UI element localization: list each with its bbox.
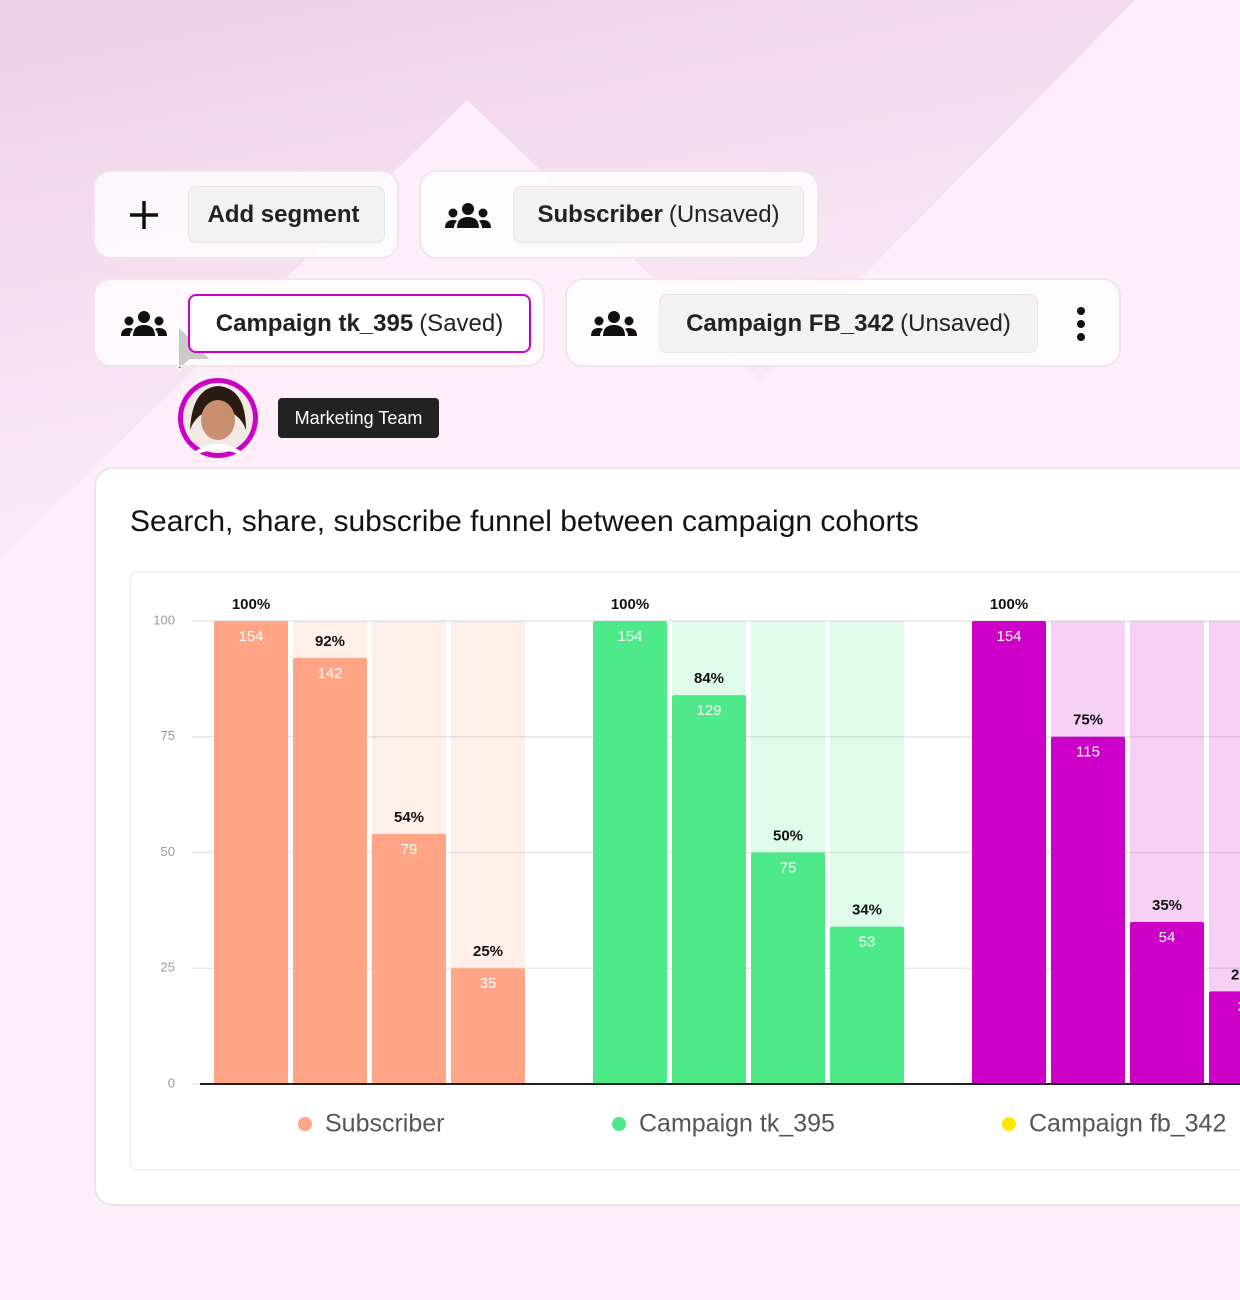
- segment-name: Campaign FB_342: [686, 309, 895, 337]
- people-icon: [119, 310, 169, 338]
- percent-label: 75%: [1073, 712, 1103, 729]
- bar: [214, 621, 288, 1084]
- count-label: 154: [996, 628, 1021, 645]
- bar: [293, 658, 367, 1084]
- button-label: Add segment: [207, 200, 360, 228]
- legend-label: Campaign tk_395: [639, 1110, 835, 1138]
- bar: [1130, 921, 1204, 1084]
- count-label: 154: [238, 628, 263, 645]
- percent-label: 25%: [473, 943, 503, 960]
- legend-dot: [1002, 1117, 1016, 1131]
- segment-status: (Unsaved): [668, 200, 780, 228]
- bar: [1209, 991, 1240, 1084]
- count-label: 142: [317, 665, 342, 682]
- segment-status: (Saved): [419, 309, 504, 337]
- people-icon: [443, 202, 493, 230]
- bar: [830, 926, 904, 1084]
- y-tick-label: 100: [153, 612, 175, 627]
- bar: [751, 852, 825, 1084]
- y-tick-label: 0: [168, 1075, 175, 1090]
- count-label: 115: [1076, 744, 1100, 761]
- avatar: [178, 378, 258, 458]
- percent-label: 100%: [611, 596, 649, 613]
- bar: [593, 621, 667, 1084]
- percent-label: 54%: [394, 809, 424, 826]
- count-label: 54: [1159, 929, 1176, 946]
- tooltip: Marketing Team: [278, 398, 439, 438]
- percent-label: 20%: [1231, 966, 1240, 983]
- count-label: 31: [1238, 998, 1240, 1015]
- count-label: 35: [480, 975, 497, 992]
- segment-chip[interactable]: Campaign FB_342 (Unsaved): [565, 278, 1121, 367]
- add-segment-button[interactable]: Add segment: [188, 186, 385, 243]
- segment-chip[interactable]: Subscriber (Unsaved): [419, 170, 819, 259]
- segment-button[interactable]: Subscriber (Unsaved): [513, 186, 804, 243]
- percent-label: 50%: [773, 827, 803, 844]
- bar: [372, 833, 446, 1084]
- percent-label: 35%: [1152, 897, 1182, 914]
- segment-chip[interactable]: Campaign tk_395 (Saved): [93, 278, 545, 367]
- count-label: 154: [617, 628, 642, 645]
- y-tick-label: 75: [161, 728, 175, 743]
- segment-name: Campaign tk_395: [215, 309, 414, 337]
- percent-label: 92%: [315, 633, 345, 650]
- legend-label: Campaign fb_342: [1029, 1110, 1226, 1138]
- bar: [1051, 736, 1125, 1084]
- background-shape: [0, 0, 1135, 560]
- legend-dot: [612, 1117, 626, 1131]
- segment-status: (Unsaved): [900, 309, 1011, 337]
- count-label: 53: [859, 934, 876, 951]
- count-label: 79: [401, 841, 418, 858]
- bar: [451, 968, 525, 1084]
- segment-button[interactable]: Campaign tk_395 (Saved): [188, 294, 531, 353]
- legend-dot: [298, 1117, 312, 1131]
- y-tick-label: 50: [161, 844, 175, 859]
- percent-label: 100%: [990, 596, 1028, 613]
- plus-icon: [130, 201, 158, 229]
- people-icon: [589, 310, 639, 338]
- more-menu[interactable]: [1075, 306, 1087, 342]
- count-label: 75: [780, 859, 797, 876]
- segment-button[interactable]: Campaign FB_342 (Unsaved): [659, 294, 1038, 353]
- add-segment-chip[interactable]: Add segment: [93, 170, 399, 259]
- percent-label: 34%: [852, 902, 882, 919]
- chart-title: Search, share, subscribe funnel between …: [130, 505, 919, 538]
- count-label: 129: [696, 702, 721, 719]
- percent-label: 100%: [232, 596, 270, 613]
- plot: 0 25 50 75 100 100% 154 92% 142 54% 79 25% 35 Subscri…: [153, 596, 1240, 1138]
- y-tick-label: 25: [161, 960, 175, 975]
- legend-label: Subscriber: [325, 1110, 445, 1138]
- bar: [672, 695, 746, 1084]
- percent-label: 84%: [694, 670, 724, 687]
- segment-name: Subscriber: [537, 200, 663, 228]
- bar: [972, 621, 1046, 1084]
